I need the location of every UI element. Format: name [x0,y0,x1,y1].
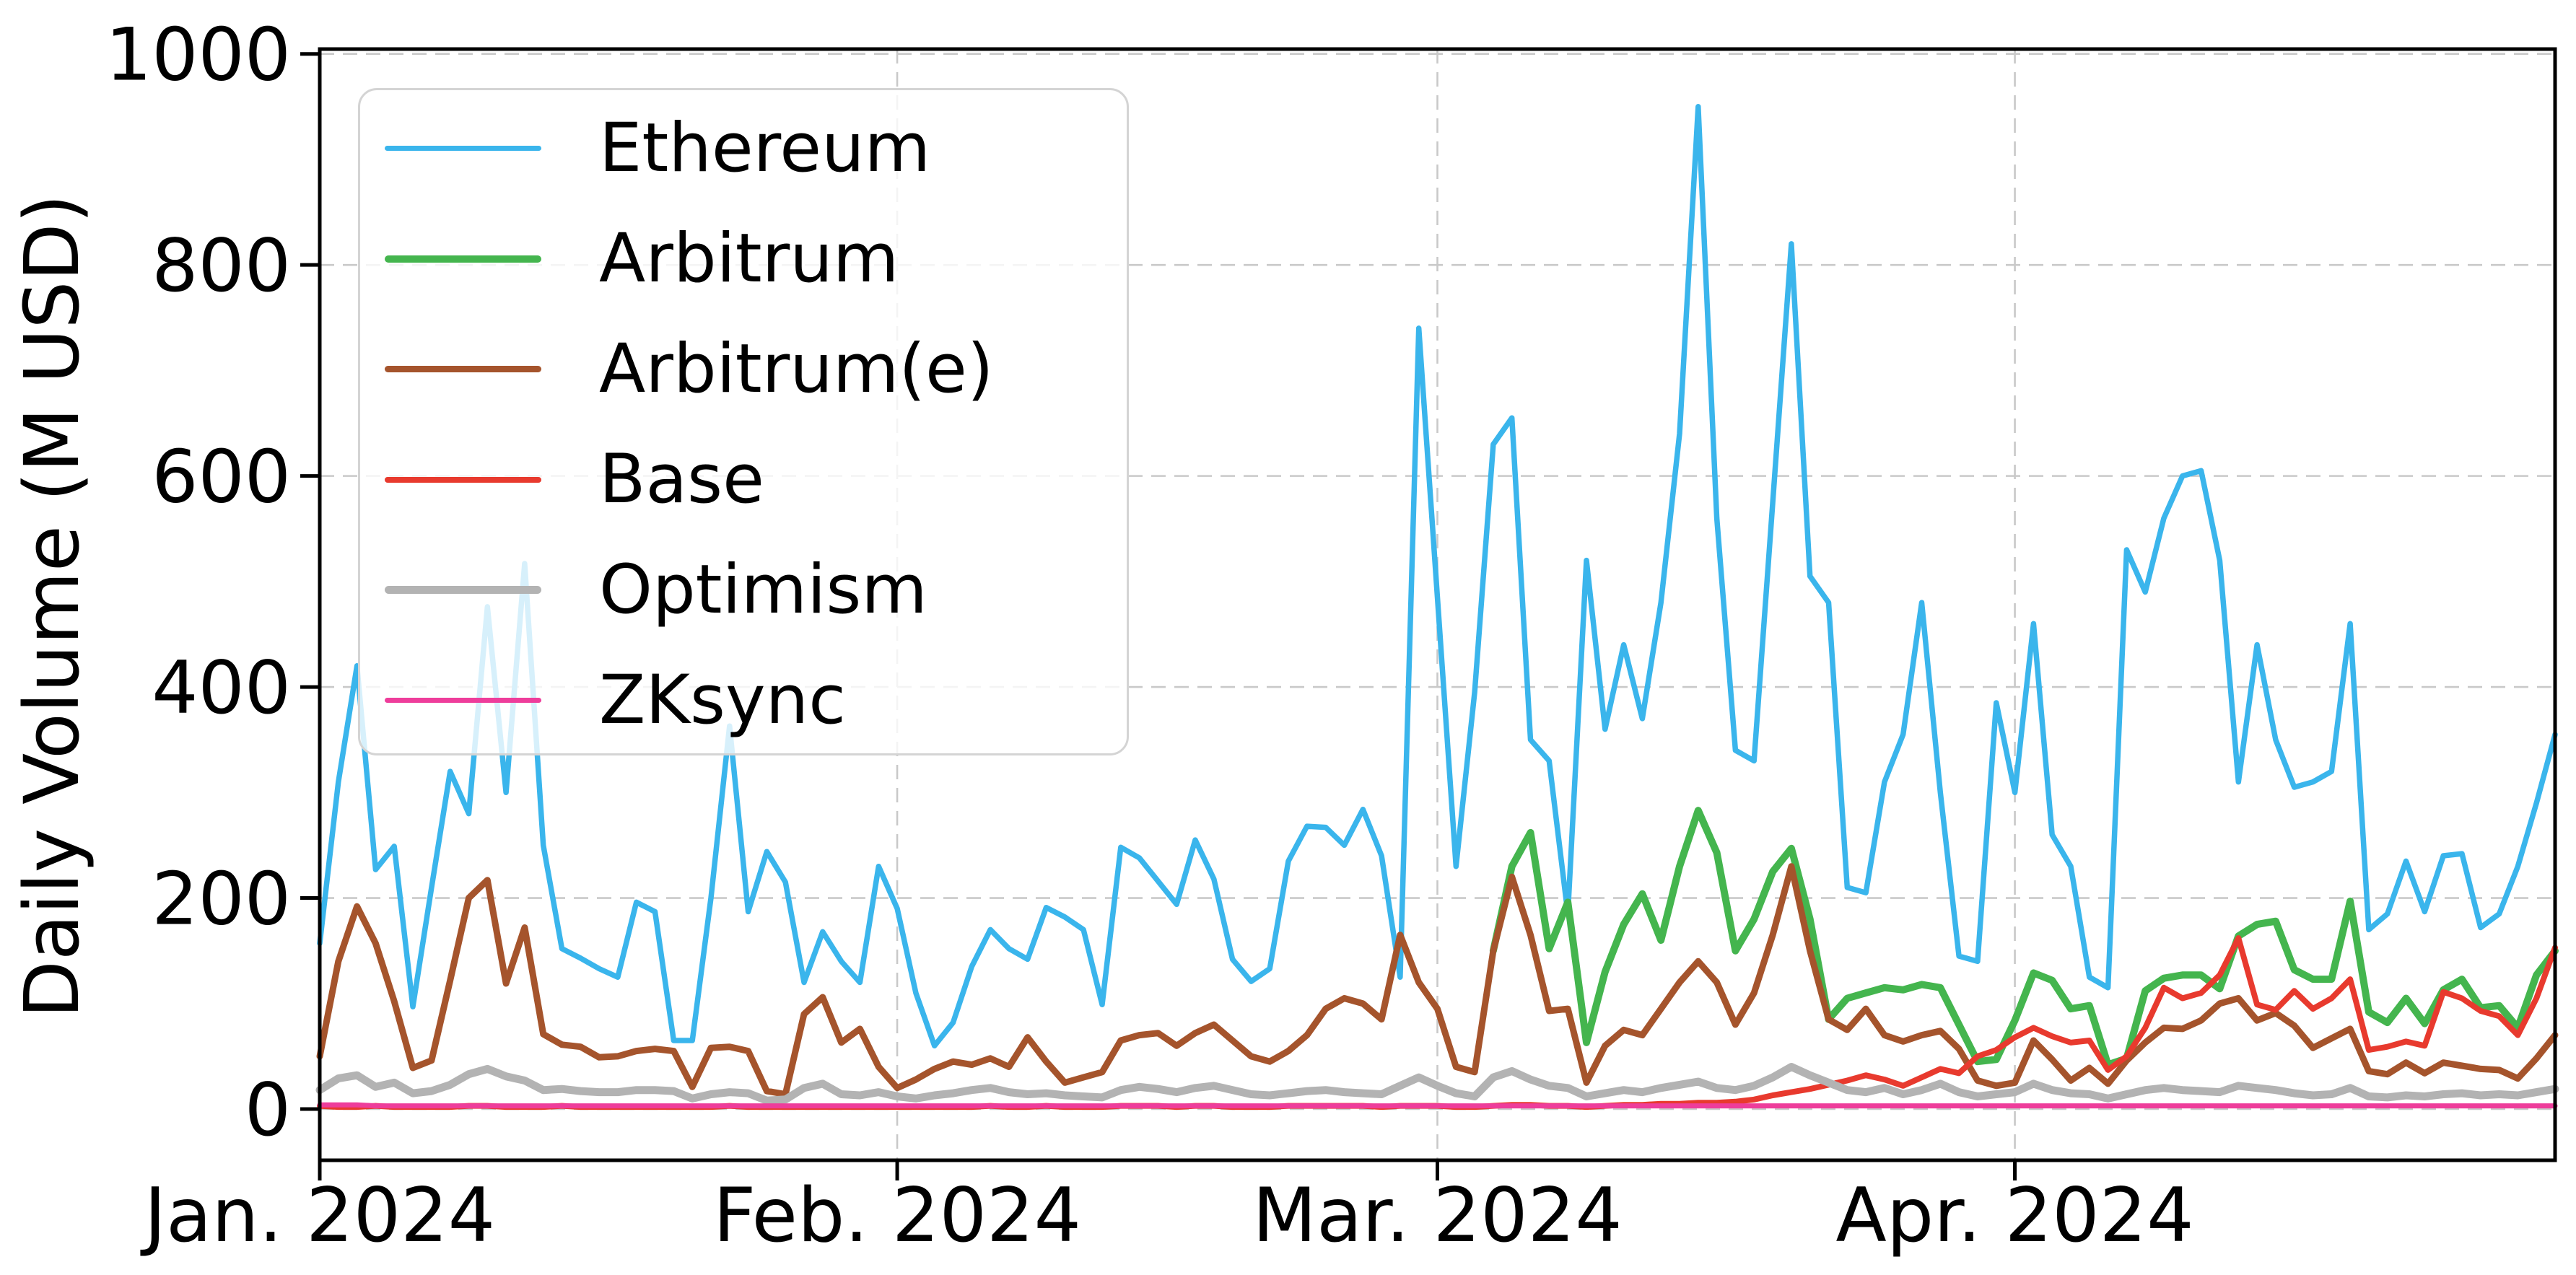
y-tick-label-800: 800 [152,223,291,308]
x-tick-label-jan-2024: Jan. 2024 [140,1173,495,1259]
legend-label-arbitrum: Arbitrum [599,219,899,298]
legend-label-base: Base [599,440,764,519]
y-tick-label-1000: 1000 [105,12,291,97]
series-line-arbitrum-e- [316,863,2559,1097]
legend-item-optimism: Optimism [360,535,1127,645]
legend-item-arbitrum: Arbitrum [360,203,1127,314]
legend-item-arbitrum-e-: Arbitrum(e) [360,314,1127,424]
y-axis-title-text: Daily Volume (M USD) [8,193,96,1019]
legend-swatch-optimism [385,586,541,594]
legend-swatch-arbitrum-e- [385,366,541,372]
legend-label-optimism: Optimism [599,551,927,629]
legend-label-zksync: ZKsync [599,661,846,740]
y-tick-label-0: 0 [245,1067,291,1152]
legend-swatch-base [385,476,541,483]
series-line-optimism [315,1063,2559,1105]
y-tick-label-400: 400 [152,645,291,730]
series-line-arbitrum [1489,807,2559,1069]
legend: Ethereum Arbitrum Arbitrum(e) Base Optimism Z… [358,88,1129,755]
y-tick-label-600: 600 [152,434,291,520]
legend-item-base: Base [360,424,1127,535]
y-tick-label-200: 200 [152,856,291,942]
legend-item-zksync: ZKsync [360,645,1127,755]
legend-swatch-zksync [385,698,541,703]
x-tick-label-apr-2024: Apr. 2024 [1835,1173,2193,1259]
legend-label-arbitrum-e-: Arbitrum(e) [599,330,994,408]
legend-swatch-ethereum [385,146,541,151]
x-tick-label-feb-2024: Feb. 2024 [713,1173,1081,1259]
legend-label-ethereum: Ethereum [599,109,931,188]
series-line-ethereum [317,104,2558,1049]
x-tick-label-mar-2024: Mar. 2024 [1252,1173,1623,1259]
legend-swatch-arbitrum [385,255,541,263]
legend-item-ethereum: Ethereum [360,93,1127,203]
